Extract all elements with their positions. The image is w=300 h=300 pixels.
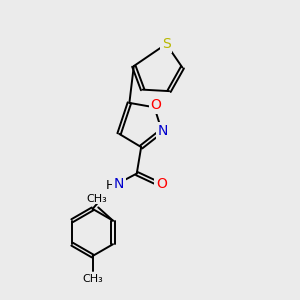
Text: N: N	[158, 124, 168, 138]
Text: O: O	[151, 98, 161, 112]
Text: CH₃: CH₃	[86, 194, 107, 204]
Text: S: S	[162, 37, 171, 51]
Text: N: N	[114, 177, 124, 191]
Text: H: H	[106, 179, 115, 192]
Text: O: O	[156, 177, 167, 191]
Text: CH₃: CH₃	[82, 274, 103, 284]
